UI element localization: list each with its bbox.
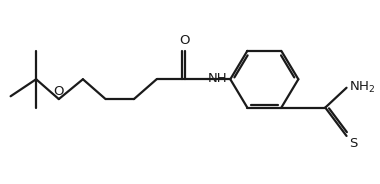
Text: NH: NH (208, 72, 228, 85)
Text: S: S (349, 137, 357, 150)
Text: NH$_2$: NH$_2$ (349, 80, 375, 95)
Text: O: O (179, 34, 190, 47)
Text: O: O (54, 85, 64, 98)
